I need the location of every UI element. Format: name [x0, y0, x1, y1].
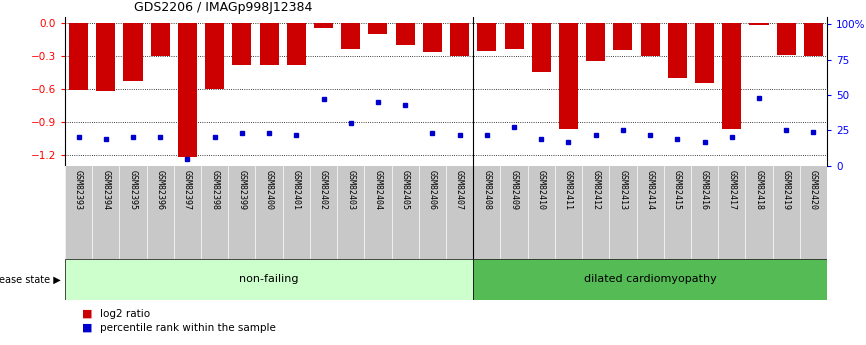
- Bar: [423, 23, 442, 52]
- Text: GDS2206 / IMAGp998J12384: GDS2206 / IMAGp998J12384: [134, 1, 313, 14]
- Bar: [65, 166, 827, 259]
- Text: GSM82404: GSM82404: [373, 170, 383, 210]
- Bar: [205, 23, 224, 89]
- Text: GSM82414: GSM82414: [646, 170, 655, 210]
- Text: ■: ■: [82, 323, 93, 333]
- Bar: [722, 23, 741, 129]
- Text: ■: ■: [82, 309, 93, 319]
- Bar: [178, 23, 197, 157]
- Text: GSM82403: GSM82403: [346, 170, 355, 210]
- Text: GSM82408: GSM82408: [482, 170, 491, 210]
- Text: GSM82416: GSM82416: [700, 170, 709, 210]
- Text: GSM82417: GSM82417: [727, 170, 736, 210]
- Text: GSM82398: GSM82398: [210, 170, 219, 210]
- Text: GSM82394: GSM82394: [101, 170, 110, 210]
- Bar: [668, 23, 687, 78]
- Text: GSM82393: GSM82393: [74, 170, 83, 210]
- Bar: [804, 23, 823, 56]
- Text: GSM82412: GSM82412: [591, 170, 600, 210]
- Bar: [69, 23, 88, 90]
- Text: GSM82396: GSM82396: [156, 170, 165, 210]
- Text: GSM82406: GSM82406: [428, 170, 436, 210]
- Bar: [396, 23, 415, 45]
- Bar: [96, 23, 115, 91]
- Text: GSM82411: GSM82411: [564, 170, 573, 210]
- Bar: [559, 23, 578, 129]
- Bar: [151, 23, 170, 56]
- Text: GSM82420: GSM82420: [809, 170, 818, 210]
- Bar: [287, 23, 306, 65]
- Bar: [473, 259, 827, 300]
- Text: GSM82399: GSM82399: [237, 170, 246, 210]
- Text: GSM82395: GSM82395: [128, 170, 138, 210]
- Text: GSM82407: GSM82407: [456, 170, 464, 210]
- Text: GSM82402: GSM82402: [319, 170, 328, 210]
- Text: GSM82409: GSM82409: [509, 170, 519, 210]
- Text: GSM82419: GSM82419: [782, 170, 791, 210]
- Bar: [477, 23, 496, 51]
- Bar: [777, 23, 796, 55]
- Bar: [695, 23, 714, 83]
- Bar: [260, 23, 279, 65]
- Bar: [532, 23, 551, 72]
- Text: GSM82410: GSM82410: [537, 170, 546, 210]
- Bar: [641, 23, 660, 56]
- Bar: [450, 23, 469, 56]
- Text: GSM82413: GSM82413: [618, 170, 627, 210]
- Text: GSM82415: GSM82415: [673, 170, 682, 210]
- Bar: [368, 23, 387, 34]
- Bar: [314, 23, 333, 28]
- Bar: [65, 259, 473, 300]
- Bar: [232, 23, 251, 65]
- Bar: [124, 23, 143, 81]
- Text: log2 ratio: log2 ratio: [100, 309, 150, 319]
- Text: percentile rank within the sample: percentile rank within the sample: [100, 323, 275, 333]
- Bar: [586, 23, 605, 61]
- Text: disease state ▶: disease state ▶: [0, 275, 61, 284]
- Text: GSM82418: GSM82418: [754, 170, 764, 210]
- Text: GSM82405: GSM82405: [401, 170, 410, 210]
- Bar: [749, 23, 768, 25]
- Bar: [341, 23, 360, 49]
- Text: GSM82401: GSM82401: [292, 170, 301, 210]
- Text: dilated cardiomyopathy: dilated cardiomyopathy: [584, 275, 716, 284]
- Text: GSM82397: GSM82397: [183, 170, 192, 210]
- Text: non-failing: non-failing: [239, 275, 299, 284]
- Bar: [613, 23, 632, 50]
- Bar: [505, 23, 524, 49]
- Text: GSM82400: GSM82400: [265, 170, 274, 210]
